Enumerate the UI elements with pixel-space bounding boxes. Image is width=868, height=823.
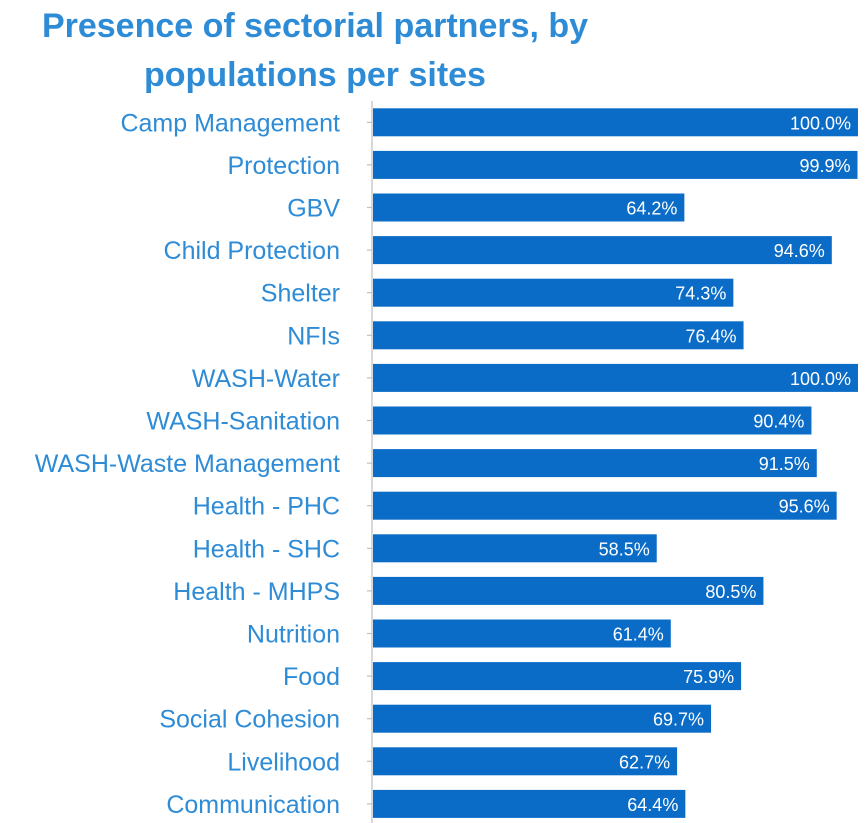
chart-title: Presence of sectorial partners, by popul… (0, 2, 630, 100)
bar-5 (373, 321, 744, 350)
value-label: 99.9% (799, 156, 850, 176)
category-label: WASH-Waste Management (35, 450, 340, 478)
category-label: Social Cohesion (159, 706, 340, 734)
bar-10 (373, 534, 657, 563)
bar-8 (373, 449, 817, 478)
category-label: Health - SHC (193, 535, 340, 563)
category-label: WASH-Sanitation (146, 408, 340, 436)
category-label: Nutrition (247, 621, 340, 649)
value-label: 64.4% (627, 795, 678, 815)
bar-1 (373, 150, 858, 179)
value-label: 62.7% (619, 752, 670, 772)
value-label: 90.4% (753, 412, 804, 432)
value-label: 74.3% (675, 284, 726, 304)
bar-3 (373, 236, 832, 265)
value-label: 61.4% (613, 625, 664, 645)
bar-7 (373, 406, 812, 435)
chart-title-line-2: populations per sites (144, 56, 486, 94)
value-label: 100.0% (790, 113, 851, 133)
category-label: Shelter (261, 280, 340, 308)
value-label: 69.7% (653, 710, 704, 730)
value-label: 94.6% (774, 241, 825, 261)
bar-11 (373, 576, 764, 605)
category-label: Livelihood (227, 748, 340, 776)
category-label: Child Protection (164, 237, 340, 265)
value-label: 100.0% (790, 369, 851, 389)
bars-layer (373, 108, 858, 818)
chart-title-line-1: Presence of sectorial partners, by (41, 7, 589, 45)
bar-4 (373, 278, 734, 307)
category-label: Protection (227, 152, 340, 180)
bar-15 (373, 747, 678, 776)
category-label: WASH-Water (192, 365, 340, 393)
value-label: 58.5% (599, 539, 650, 559)
bar-9 (373, 491, 837, 520)
value-label: 64.2% (626, 199, 677, 219)
axis-layer (367, 101, 373, 823)
category-label: Food (283, 663, 340, 691)
value-label: 75.9% (683, 667, 734, 687)
category-label: Communication (166, 791, 340, 819)
labels-layer: Camp Management 100.0% Protection 99.9% GBV 6… (35, 109, 851, 819)
category-label: Health - MHPS (173, 578, 340, 606)
bar-12 (373, 619, 671, 648)
value-label: 80.5% (705, 582, 756, 602)
bar-16 (373, 789, 686, 818)
value-label: 76.4% (685, 326, 736, 346)
bar-2 (373, 193, 685, 222)
bar-14 (373, 704, 712, 733)
category-label: Camp Management (120, 109, 340, 137)
bar-6 (373, 363, 858, 392)
category-label: Health - PHC (193, 493, 340, 521)
value-label: 91.5% (759, 454, 810, 474)
value-label: 95.6% (779, 497, 830, 517)
bar-0 (373, 108, 858, 137)
category-label: GBV (287, 195, 340, 223)
bar-13 (373, 662, 742, 691)
category-label: NFIs (287, 322, 340, 350)
